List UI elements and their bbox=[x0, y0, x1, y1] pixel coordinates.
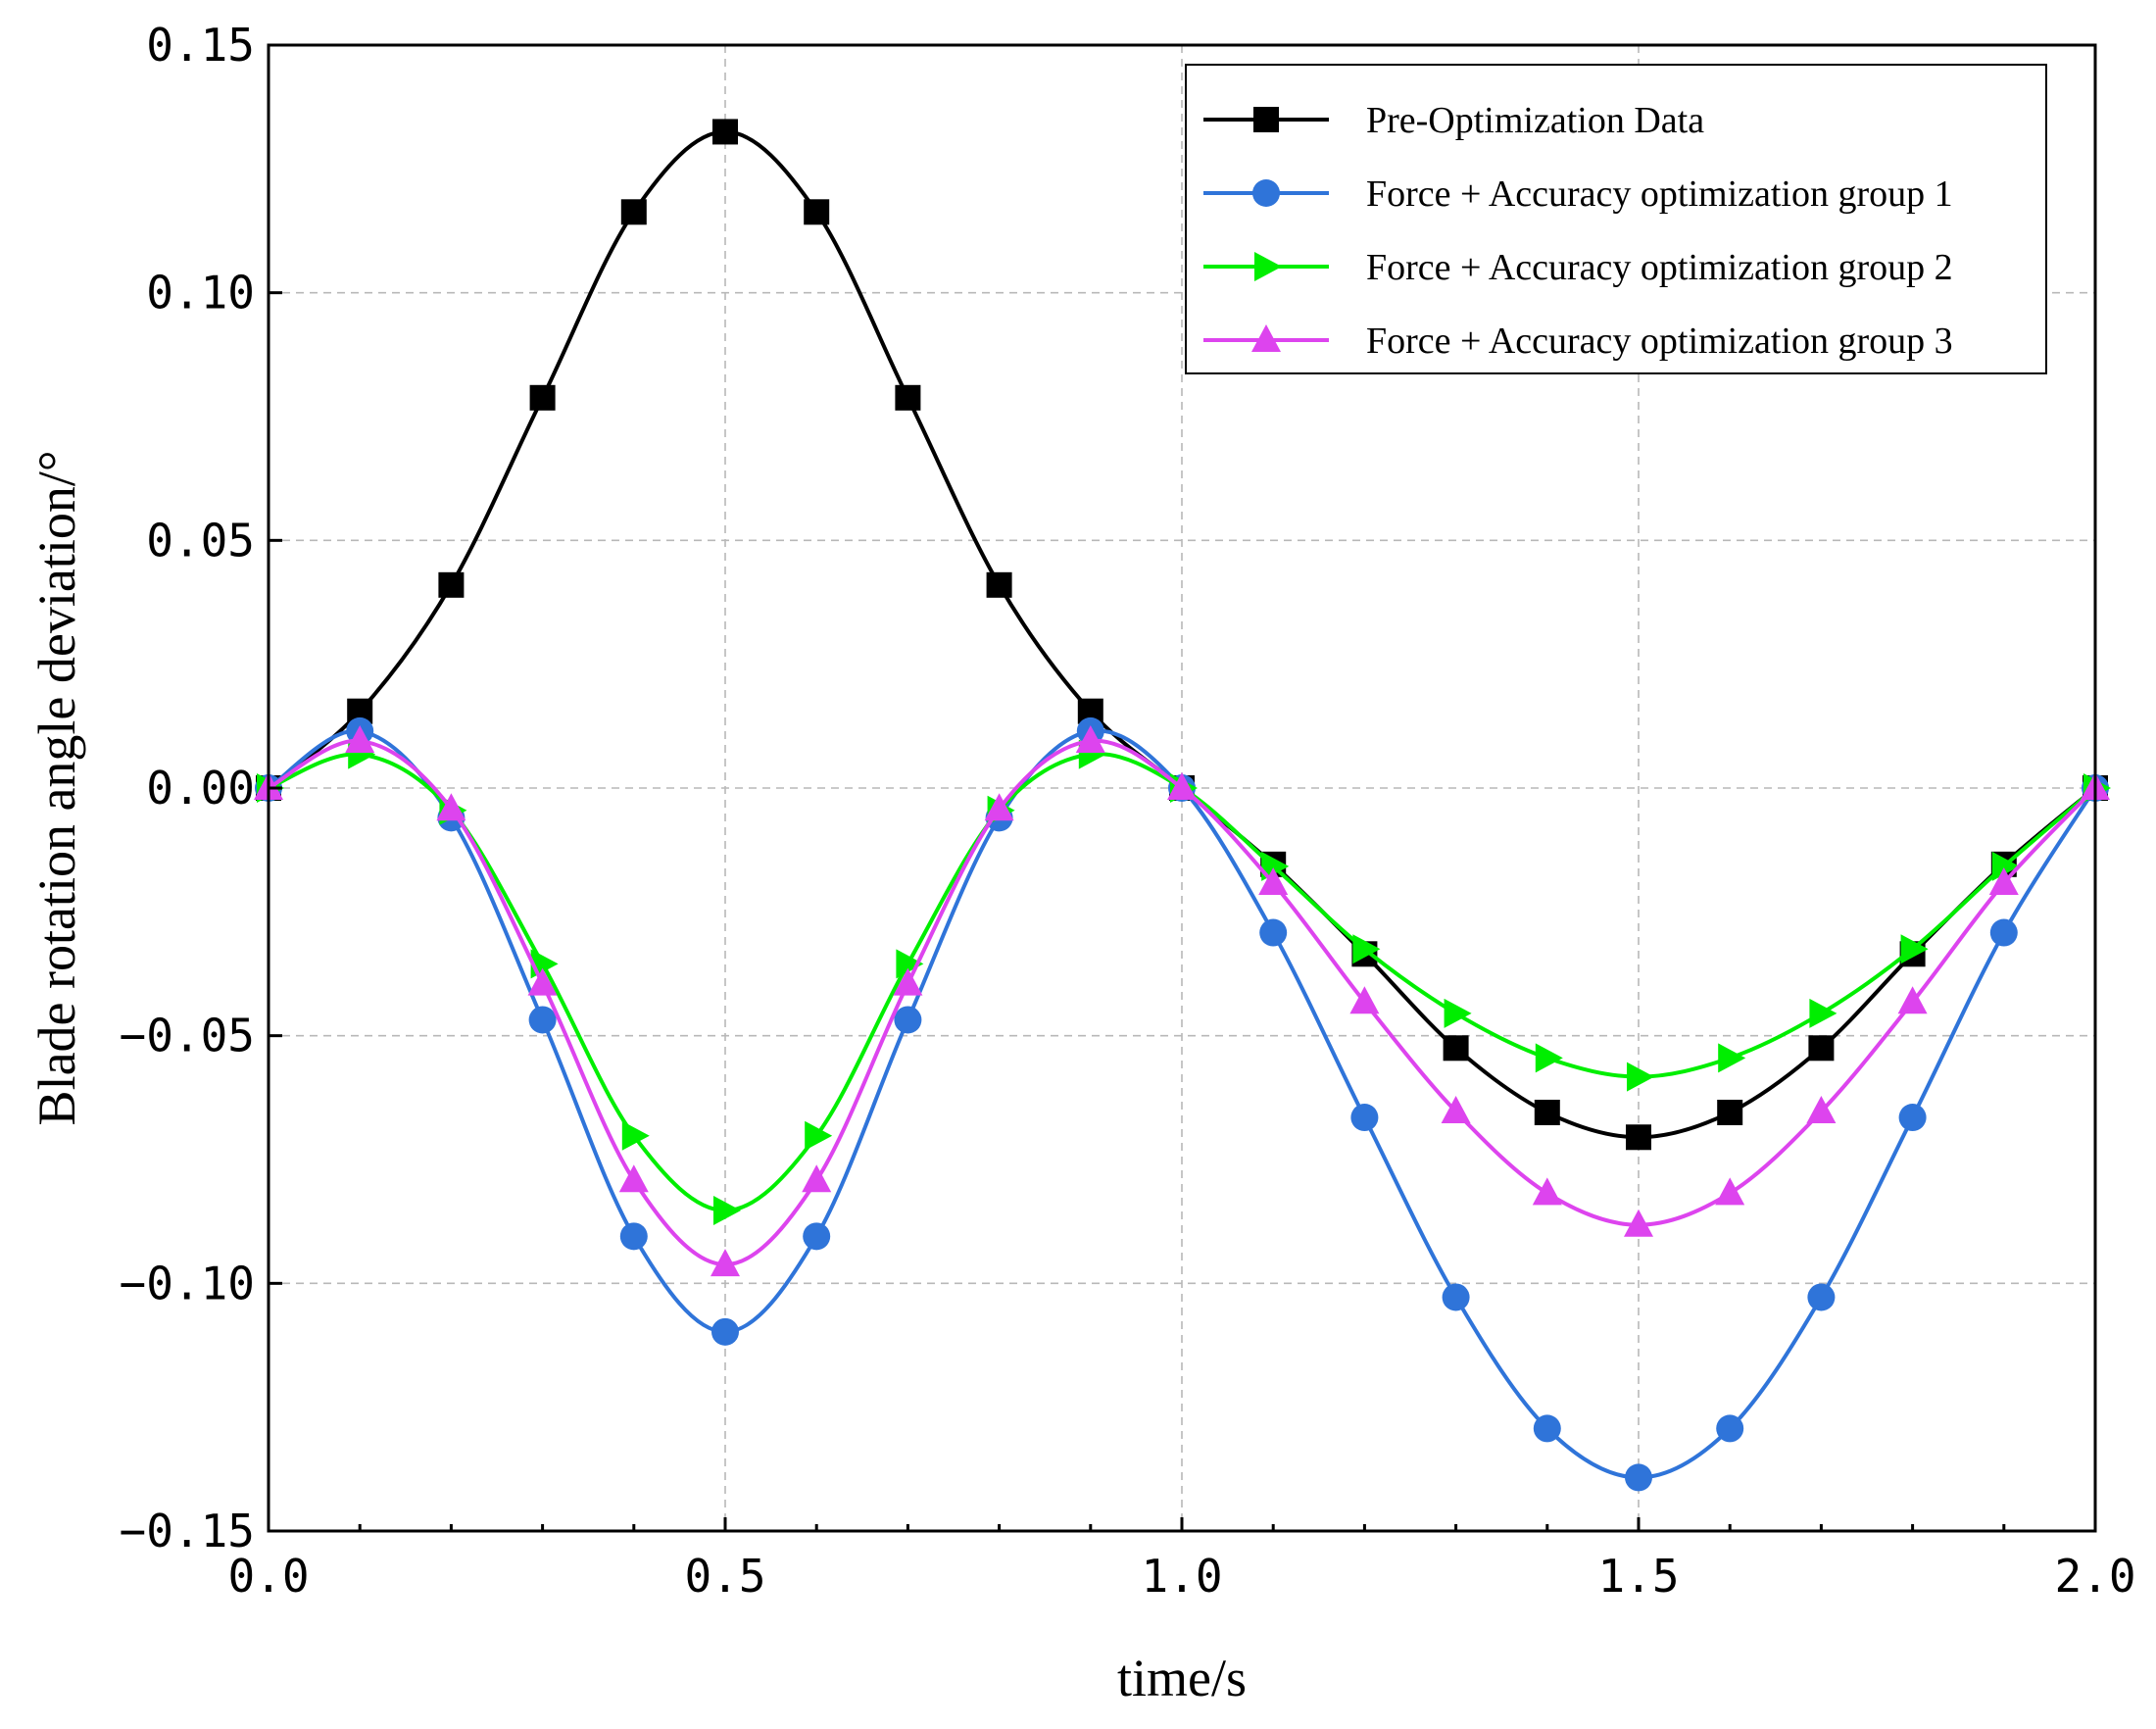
data-point bbox=[620, 199, 647, 225]
legend-marker bbox=[1252, 179, 1280, 207]
data-point bbox=[1625, 1463, 1652, 1492]
legend-entry: Pre-Optimization Data bbox=[1203, 100, 1704, 141]
y-tick-label: 0.15 bbox=[146, 19, 255, 72]
data-point bbox=[527, 967, 558, 996]
data-point bbox=[1626, 1124, 1651, 1151]
data-point bbox=[1349, 986, 1380, 1014]
data-point bbox=[1809, 998, 1838, 1028]
data-point bbox=[1717, 1099, 1743, 1125]
data-point bbox=[1624, 1209, 1653, 1237]
data-point bbox=[1897, 986, 1928, 1014]
data-point bbox=[894, 1006, 922, 1034]
data-point bbox=[1533, 1414, 1561, 1443]
x-tick-label: 1.0 bbox=[1141, 1550, 1222, 1603]
data-point bbox=[1075, 724, 1105, 753]
legend-entry: Force + Accuracy optimization group 3 bbox=[1203, 321, 1953, 362]
y-tick-label: −0.10 bbox=[120, 1257, 255, 1309]
data-point bbox=[895, 384, 921, 411]
legend-label: Force + Accuracy optimization group 3 bbox=[1366, 321, 1953, 362]
legend: Pre-Optimization Data Force + Accuracy op… bbox=[1185, 64, 2047, 374]
data-point bbox=[1808, 1035, 1835, 1062]
data-point bbox=[1444, 998, 1472, 1028]
legend-label: Force + Accuracy optimization group 1 bbox=[1366, 173, 1953, 215]
data-point bbox=[529, 384, 556, 411]
data-point bbox=[1534, 1099, 1560, 1125]
data-point bbox=[1261, 851, 1290, 881]
data-point bbox=[438, 571, 465, 598]
data-point bbox=[896, 949, 924, 979]
data-point bbox=[984, 793, 1014, 821]
legend-marker bbox=[1253, 107, 1279, 132]
data-point bbox=[803, 1222, 831, 1251]
series-line bbox=[268, 738, 2097, 1267]
series-4 bbox=[254, 724, 2110, 1277]
data-point bbox=[618, 1164, 649, 1193]
data-point bbox=[711, 1317, 739, 1346]
data-point bbox=[1627, 1062, 1654, 1092]
y-tick-label: −0.15 bbox=[120, 1505, 255, 1557]
data-point bbox=[893, 967, 923, 996]
data-point bbox=[1898, 1104, 1927, 1132]
data-point bbox=[710, 1249, 740, 1277]
data-point bbox=[345, 724, 375, 753]
data-point bbox=[1167, 772, 1197, 800]
data-point bbox=[436, 793, 466, 821]
legend-entry: Force + Accuracy optimization group 2 bbox=[1203, 247, 1953, 288]
data-point bbox=[528, 1006, 557, 1034]
x-tick-label: 2.0 bbox=[2054, 1550, 2135, 1603]
y-tick-label: 0.10 bbox=[146, 267, 255, 320]
data-point bbox=[802, 1164, 832, 1193]
data-point bbox=[712, 119, 738, 145]
data-point bbox=[1715, 1177, 1745, 1206]
data-point bbox=[1988, 867, 2019, 896]
axis-ticks: 0.0 0.5 1.0 1.5 2.0 −0.15 −0.10 −0.05 0.00 0.05 0.… bbox=[120, 19, 2136, 1603]
data-point bbox=[1718, 1043, 1746, 1073]
x-axis-title: time/s bbox=[1117, 1649, 1247, 1707]
data-point bbox=[804, 199, 830, 225]
legend-box bbox=[1185, 64, 2047, 374]
y-axis-title: Blade rotation angle deviation/° bbox=[27, 451, 86, 1126]
data-point bbox=[1352, 934, 1381, 964]
x-tick-label: 1.5 bbox=[1597, 1550, 1679, 1603]
data-point bbox=[1535, 1043, 1563, 1073]
data-point bbox=[713, 1196, 741, 1226]
data-point bbox=[1350, 1104, 1379, 1132]
legend-marker bbox=[1254, 252, 1282, 281]
data-point bbox=[805, 1120, 833, 1151]
data-point bbox=[1807, 1283, 1836, 1311]
x-tick-label: 0.0 bbox=[227, 1550, 309, 1603]
data-point bbox=[1991, 851, 2020, 881]
data-point bbox=[1989, 918, 2018, 947]
legend-entry: Force + Accuracy optimization group 1 bbox=[1203, 173, 1953, 215]
legend-marker bbox=[1251, 324, 1281, 352]
y-tick-label: 0.00 bbox=[146, 762, 255, 815]
data-point bbox=[1259, 918, 1288, 947]
data-point bbox=[1258, 867, 1289, 896]
data-point bbox=[1900, 934, 1929, 964]
legend-label: Force + Accuracy optimization group 2 bbox=[1366, 247, 1953, 288]
x-tick-label: 0.5 bbox=[684, 1550, 765, 1603]
data-point bbox=[1716, 1414, 1744, 1443]
series-group bbox=[254, 119, 2111, 1492]
data-point bbox=[621, 1120, 650, 1151]
data-point bbox=[986, 571, 1012, 598]
data-point bbox=[1442, 1283, 1470, 1311]
data-point bbox=[619, 1222, 648, 1251]
data-point bbox=[1441, 1095, 1471, 1123]
data-point bbox=[1443, 1035, 1469, 1062]
data-point bbox=[1806, 1095, 1837, 1123]
y-tick-label: 0.05 bbox=[146, 514, 255, 567]
y-tick-label: −0.05 bbox=[120, 1010, 255, 1062]
legend-label: Pre-Optimization Data bbox=[1366, 100, 1704, 141]
data-point bbox=[1532, 1177, 1562, 1206]
series-line bbox=[268, 752, 2097, 1213]
